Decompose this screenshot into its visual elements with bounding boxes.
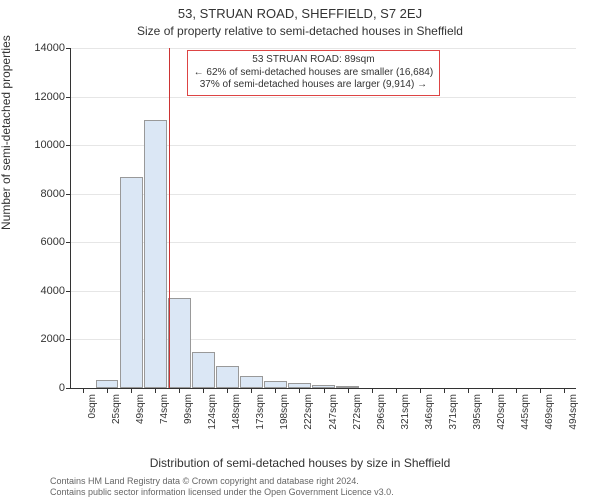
- property-marker-line: [169, 48, 170, 388]
- x-tick-mark: [564, 388, 565, 393]
- histogram-bar: [216, 366, 239, 388]
- y-axis-label: Number of semi-detached properties: [0, 35, 13, 230]
- x-tick-label: 247sqm: [328, 394, 339, 430]
- x-tick-label: 371sqm: [448, 394, 459, 430]
- y-tick-mark: [66, 388, 71, 389]
- y-tick-label: 10000: [34, 139, 65, 151]
- x-tick-label: 346sqm: [424, 394, 435, 430]
- y-tick-mark: [66, 97, 71, 98]
- x-tick-label: 395sqm: [472, 394, 483, 430]
- x-tick-mark: [107, 388, 108, 393]
- info-box-line3: 37% of semi-detached houses are larger (…: [194, 79, 434, 92]
- grid-line: [71, 97, 576, 98]
- x-tick-mark: [516, 388, 517, 393]
- y-tick-mark: [66, 145, 71, 146]
- x-tick-mark: [155, 388, 156, 393]
- x-tick-mark: [468, 388, 469, 393]
- x-tick-label: 99sqm: [183, 394, 194, 424]
- x-tick-mark: [396, 388, 397, 393]
- footnote: Contains HM Land Registry data © Crown c…: [50, 476, 590, 498]
- x-tick-label: 445sqm: [520, 394, 531, 430]
- x-tick-mark: [299, 388, 300, 393]
- marker-info-box: 53 STRUAN ROAD: 89sqm ← 62% of semi-deta…: [187, 50, 441, 96]
- histogram-bar: [168, 298, 191, 388]
- x-axis-label: Distribution of semi-detached houses by …: [0, 456, 600, 470]
- x-tick-label: 25sqm: [111, 394, 122, 424]
- histogram-bar: [120, 177, 143, 388]
- x-tick-label: 173sqm: [255, 394, 266, 430]
- x-tick-mark: [348, 388, 349, 393]
- x-tick-mark: [275, 388, 276, 393]
- x-tick-label: 469sqm: [544, 394, 555, 430]
- info-box-line2: ← 62% of semi-detached houses are smalle…: [194, 67, 434, 80]
- x-tick-label: 148sqm: [231, 394, 242, 430]
- histogram-bar: [240, 376, 263, 388]
- page-title: 53, STRUAN ROAD, SHEFFIELD, S7 2EJ: [0, 6, 600, 21]
- x-tick-label: 420sqm: [496, 394, 507, 430]
- x-tick-mark: [540, 388, 541, 393]
- y-tick-mark: [66, 339, 71, 340]
- x-tick-mark: [492, 388, 493, 393]
- y-tick-mark: [66, 48, 71, 49]
- y-tick-label: 14000: [34, 42, 65, 54]
- y-tick-label: 6000: [41, 236, 65, 248]
- x-tick-mark: [420, 388, 421, 393]
- x-tick-mark: [131, 388, 132, 393]
- x-tick-label: 198sqm: [279, 394, 290, 430]
- y-tick-label: 2000: [41, 333, 65, 345]
- y-tick-mark: [66, 242, 71, 243]
- y-tick-label: 12000: [34, 91, 65, 103]
- histogram-bar: [192, 352, 215, 388]
- x-tick-mark: [372, 388, 373, 393]
- histogram-bar: [96, 380, 119, 389]
- x-tick-mark: [444, 388, 445, 393]
- y-tick-mark: [66, 194, 71, 195]
- x-tick-mark: [251, 388, 252, 393]
- x-tick-label: 124sqm: [207, 394, 218, 430]
- chart-container: 53, STRUAN ROAD, SHEFFIELD, S7 2EJ Size …: [0, 0, 600, 500]
- x-tick-mark: [227, 388, 228, 393]
- footnote-line1: Contains HM Land Registry data © Crown c…: [50, 476, 590, 487]
- footnote-line2: Contains public sector information licen…: [50, 487, 590, 498]
- x-tick-label: 0sqm: [87, 394, 98, 418]
- y-tick-label: 4000: [41, 285, 65, 297]
- x-tick-label: 272sqm: [352, 394, 363, 430]
- grid-line: [71, 48, 576, 49]
- y-tick-label: 8000: [41, 188, 65, 200]
- y-tick-label: 0: [59, 382, 65, 394]
- histogram-bar: [264, 381, 287, 388]
- x-tick-label: 74sqm: [159, 394, 170, 424]
- x-tick-label: 222sqm: [303, 394, 314, 430]
- y-tick-mark: [66, 291, 71, 292]
- x-tick-label: 296sqm: [376, 394, 387, 430]
- chart-subtitle: Size of property relative to semi-detach…: [0, 24, 600, 38]
- info-box-line1: 53 STRUAN ROAD: 89sqm: [194, 54, 434, 67]
- x-tick-mark: [83, 388, 84, 393]
- x-tick-label: 321sqm: [400, 394, 411, 430]
- plot-area: 53 STRUAN ROAD: 89sqm ← 62% of semi-deta…: [70, 48, 576, 389]
- x-tick-label: 494sqm: [568, 394, 579, 430]
- x-tick-mark: [203, 388, 204, 393]
- x-tick-label: 49sqm: [135, 394, 146, 424]
- x-tick-mark: [179, 388, 180, 393]
- histogram-bar: [144, 120, 167, 388]
- x-tick-mark: [324, 388, 325, 393]
